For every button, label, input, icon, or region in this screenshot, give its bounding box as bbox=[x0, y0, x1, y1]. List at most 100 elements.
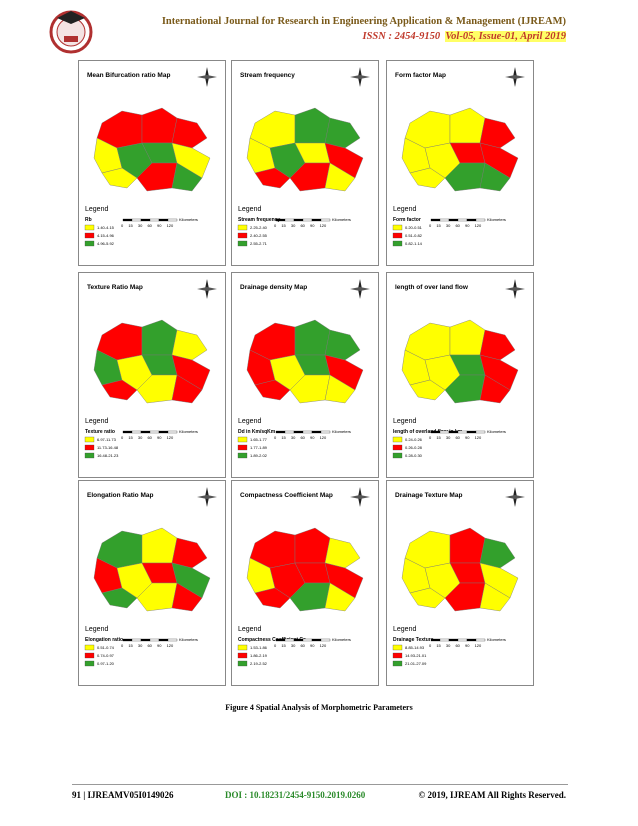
sub-basin bbox=[171, 329, 208, 361]
legend-swatch bbox=[84, 452, 95, 459]
sub-basin bbox=[479, 142, 519, 179]
sub-basin bbox=[171, 582, 203, 612]
journal-issue: ISSN : 2454-9150 Vol-05, Issue-01, April… bbox=[362, 31, 566, 42]
scale-segment bbox=[311, 218, 322, 222]
arrow bbox=[197, 287, 217, 291]
sub-basin bbox=[449, 319, 486, 356]
map-panel: Stream frequency Legend Stream frequency 2.… bbox=[231, 60, 379, 266]
legend-heading: Legend bbox=[85, 206, 108, 213]
legend-item: 2.25-2.40 bbox=[250, 225, 268, 230]
footer-rights: © 2019, IJREAM All Rights Reserved. bbox=[418, 790, 566, 800]
arrow bbox=[197, 495, 217, 499]
scale-segment bbox=[122, 218, 133, 222]
north-arrow bbox=[350, 67, 370, 87]
scale-segment bbox=[302, 638, 313, 642]
sub-basin bbox=[324, 117, 361, 149]
legend-swatch bbox=[392, 240, 403, 247]
legend-swatch bbox=[237, 240, 248, 247]
sub-basin bbox=[101, 167, 138, 189]
legend-swatch bbox=[392, 452, 403, 459]
legend-swatch bbox=[392, 436, 403, 443]
sub-basin bbox=[479, 329, 516, 361]
legend-swatch bbox=[237, 224, 248, 231]
legend-item: 0.24-0.26 bbox=[405, 437, 423, 442]
map: Mean Bifurcation ratio Map Legend Rb 1.40-4… bbox=[84, 67, 217, 247]
legend-item: 2.19-2.52 bbox=[250, 661, 268, 666]
map-title: Drainage density Map bbox=[240, 284, 307, 291]
basin bbox=[401, 319, 519, 404]
scale-unit: Kilometers bbox=[487, 429, 506, 434]
arrow bbox=[197, 75, 217, 79]
arrow bbox=[505, 287, 525, 291]
scale-segment bbox=[293, 218, 304, 222]
scale-segment bbox=[140, 638, 151, 642]
map-panel: length of over land flow Legend length of … bbox=[386, 272, 534, 478]
map: Texture Ratio Map Legend Texture ratio 6.97… bbox=[84, 279, 217, 459]
legend-swatch bbox=[392, 444, 403, 451]
sub-basin bbox=[171, 117, 208, 149]
sub-basin bbox=[171, 354, 211, 391]
scale-unit: Kilometers bbox=[487, 637, 506, 642]
legend-item: 1.77-1.89 bbox=[250, 445, 268, 450]
legend-swatch bbox=[84, 644, 95, 651]
arrow bbox=[350, 495, 370, 499]
legend-heading: Legend bbox=[238, 626, 261, 633]
basin bbox=[93, 527, 211, 612]
scale-segment bbox=[320, 218, 331, 222]
legend-item: 2.40-2.55 bbox=[250, 233, 268, 238]
scale-labels: 0 15 30 60 90 120 bbox=[121, 223, 174, 228]
scale-segment bbox=[140, 218, 151, 222]
scale-segment bbox=[122, 430, 133, 434]
map-title: Texture Ratio Map bbox=[87, 284, 143, 291]
map: Compactness Coefficient Map Legend Compact… bbox=[237, 487, 370, 667]
north-arrow bbox=[505, 487, 525, 507]
sub-basin bbox=[479, 117, 516, 149]
map: length of over land flow Legend length of … bbox=[392, 279, 525, 459]
legend-heading: Legend bbox=[85, 626, 108, 633]
sub-basin bbox=[171, 142, 211, 179]
scale-segment bbox=[149, 638, 160, 642]
legend-title: Texture ratio bbox=[85, 429, 115, 435]
legend-swatch bbox=[84, 232, 95, 239]
scale-labels: 0 15 30 60 90 120 bbox=[121, 435, 174, 440]
map-panel: Mean Bifurcation ratio Map Legend Rb 1.40-4… bbox=[78, 60, 226, 266]
legend-swatch bbox=[237, 232, 248, 239]
legend-title: Drainage Texture bbox=[393, 637, 434, 643]
legend-item: 8.85-14.93 bbox=[405, 645, 425, 650]
figure-caption: Figure 4 Spatial Analysis of Morphometri… bbox=[225, 703, 413, 712]
scale-segment bbox=[311, 638, 322, 642]
sub-basin bbox=[141, 319, 178, 356]
scale-unit: Kilometers bbox=[332, 217, 351, 222]
sub-basin bbox=[141, 527, 178, 564]
sub-basin bbox=[324, 562, 364, 599]
scale-segment bbox=[275, 430, 286, 434]
logo bbox=[49, 10, 93, 54]
footer-doi: DOI : 10.18231/2454-9150.2019.0260 bbox=[225, 790, 366, 800]
north-arrow bbox=[505, 279, 525, 299]
scale-segment bbox=[439, 218, 450, 222]
scale-segment bbox=[448, 218, 459, 222]
north-arrow bbox=[197, 487, 217, 507]
map-title: Form factor Map bbox=[395, 72, 446, 79]
issn: ISSN : 2454-9150 bbox=[362, 31, 441, 42]
legend-heading: Legend bbox=[393, 418, 416, 425]
scale-segment bbox=[320, 430, 331, 434]
map-panel: Drainage Texture Map Legend Drainage Textu… bbox=[386, 480, 534, 686]
scale-segment bbox=[275, 638, 286, 642]
scale-segment bbox=[149, 430, 160, 434]
arrow bbox=[350, 75, 370, 79]
legend-swatch bbox=[84, 224, 95, 231]
legend-item: 0.97-1.20 bbox=[97, 661, 115, 666]
legend-swatch bbox=[237, 652, 248, 659]
sub-basin bbox=[479, 162, 511, 192]
scale-segment bbox=[475, 638, 486, 642]
scale-labels: 0 15 30 60 90 120 bbox=[274, 435, 327, 440]
legend-item: 0.51-0.74 bbox=[97, 645, 115, 650]
map: Drainage density Map Legend Dd in Km/sqKm 1… bbox=[237, 279, 370, 459]
scale-segment bbox=[302, 218, 313, 222]
sub-basin bbox=[294, 319, 331, 356]
legend-item: 0.82-1.14 bbox=[405, 241, 423, 246]
legend-item: 0.26-0.28 bbox=[405, 445, 423, 450]
scale-segment bbox=[475, 430, 486, 434]
